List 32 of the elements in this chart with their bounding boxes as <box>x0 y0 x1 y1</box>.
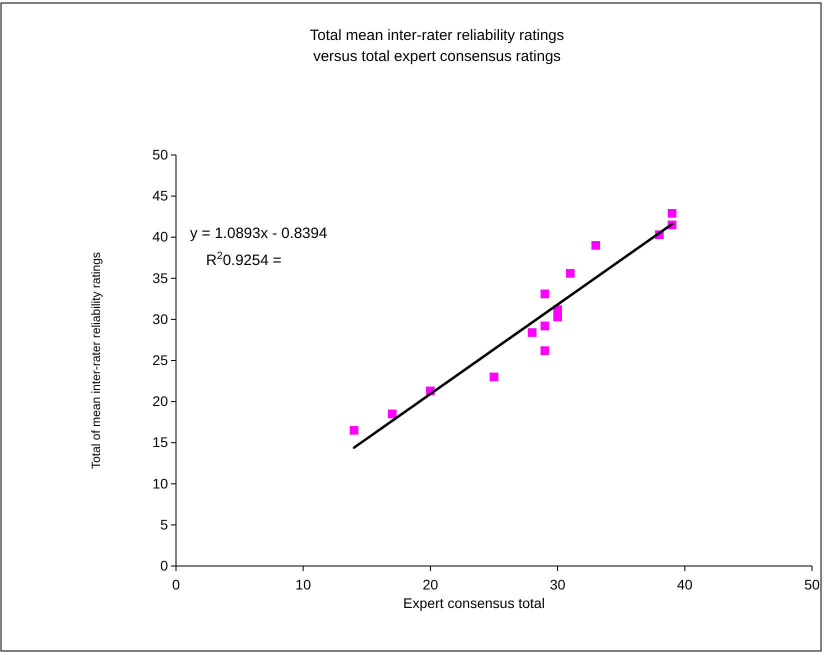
point <box>540 290 550 298</box>
y-tick-label: 10 <box>152 475 168 492</box>
x-tick-label: 0 <box>172 576 180 592</box>
annotation: R$^{2}$0.9254 = <box>206 250 282 269</box>
x-tick-label: 30 <box>550 576 566 592</box>
annotation: y = 1.0893x - 0.8394 <box>190 225 328 242</box>
point <box>388 410 397 418</box>
y-tick-label: 45 <box>152 188 168 204</box>
point <box>540 346 550 355</box>
point <box>528 328 536 337</box>
x-tick-label: 50 <box>804 576 820 592</box>
x-tick-label: 20 <box>422 576 438 592</box>
x-tick-label: 10 <box>295 576 312 592</box>
point <box>591 241 600 250</box>
y-tick-label: 15 <box>152 434 168 450</box>
y-tick-label: 50 <box>152 146 168 162</box>
y-tick-label: 40 <box>152 228 168 245</box>
y-tick-label: 30 <box>152 310 168 327</box>
point <box>540 322 550 330</box>
x-tick-label: 40 <box>677 576 693 592</box>
y-tick-label: 35 <box>152 270 168 286</box>
chart-title: Total mean inter-rater reliability ratings versus total expert consensus ratings <box>310 27 564 65</box>
y-tick-label: 20 <box>152 393 168 410</box>
x-axis-title: Expert consensus total <box>403 595 545 611</box>
point <box>490 372 498 382</box>
y-axis-title: Total of mean inter-rater reliability ratings <box>89 252 103 469</box>
point <box>566 269 575 278</box>
point <box>350 426 358 435</box>
point <box>668 209 676 218</box>
y-tick-label: 25 <box>152 352 168 368</box>
y-tick-label: 5 <box>160 516 168 532</box>
y-tick-label: 0 <box>160 557 168 574</box>
